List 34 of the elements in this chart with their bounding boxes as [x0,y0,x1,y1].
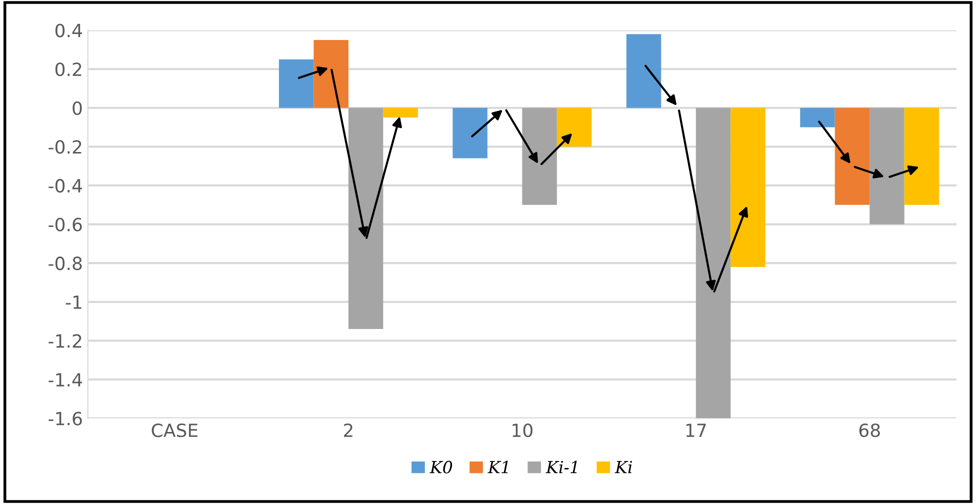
bar [870,108,904,224]
y-tick-label: 0 [72,101,82,115]
legend-label: Ki-1 [546,460,577,474]
bar [696,108,731,418]
legend-label: K1 [488,460,508,474]
y-tick-label: -0.2 [48,140,82,154]
x-tick-label: 68 [859,424,880,438]
bar [314,40,348,108]
y-tick-label: -0.4 [48,178,82,193]
bar [522,108,557,205]
bar [800,108,835,128]
y-tick-label: -0.6 [48,218,82,232]
bar [834,108,870,205]
legend-label: Ki [614,460,632,474]
x-tick-label: 10 [512,424,532,438]
y-tick-label: -1.6 [48,412,82,426]
x-tick-label: 17 [686,424,706,437]
y-tick-label: -1.4 [48,373,82,386]
bar [556,108,592,147]
bar [626,34,662,108]
y-tick-label: 0.2 [55,62,82,76]
bar [348,108,384,330]
bar [904,108,940,205]
bar [383,108,418,118]
bar [730,108,766,267]
y-tick-label: 0.4 [55,24,82,38]
x-tick-label: 2 [344,424,352,437]
y-tick-label: -1.2 [48,334,82,348]
x-tick-label: CASE [152,424,198,438]
bar [278,59,314,108]
bar [452,108,488,158]
y-tick-label: -1 [66,296,82,309]
y-tick-label: -0.8 [48,256,82,270]
legend-label: K0 [430,460,452,474]
